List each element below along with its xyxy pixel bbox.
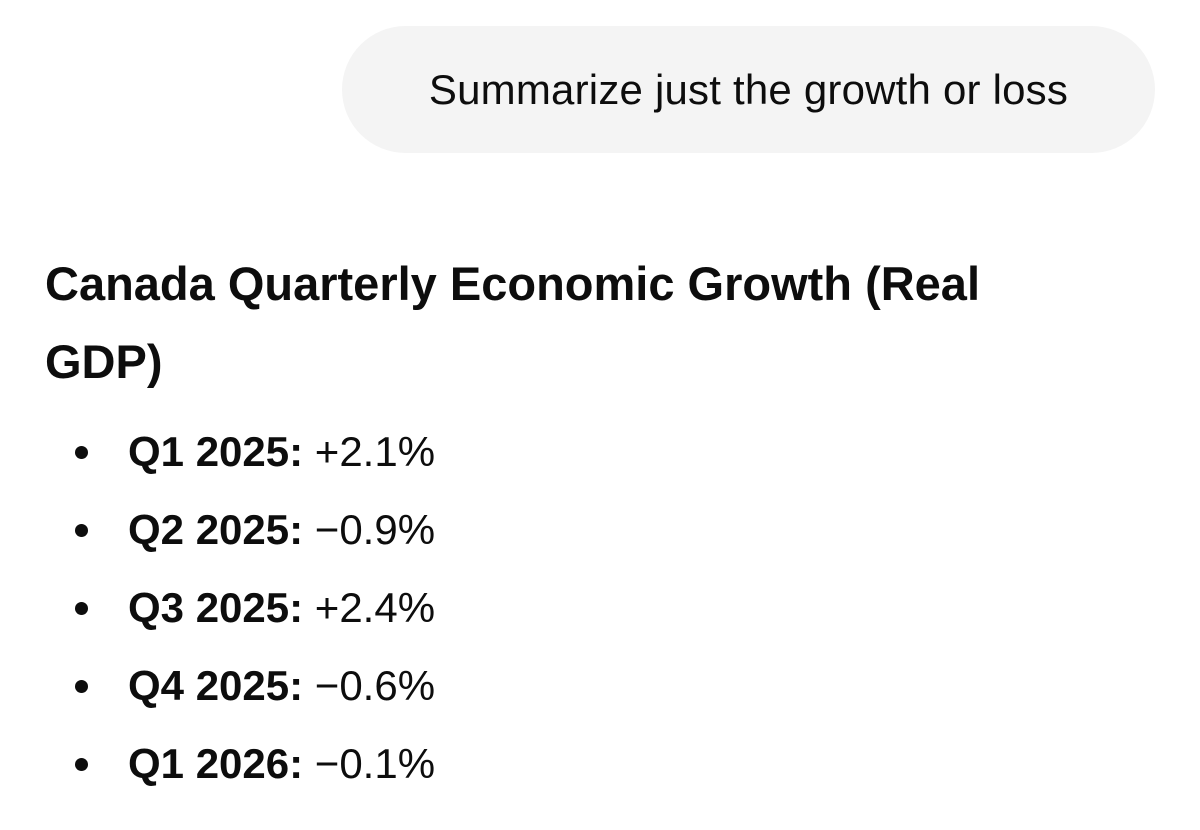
list-item: Q2 2025: −0.9%	[45, 491, 1155, 569]
bullet-icon	[75, 524, 88, 537]
quarter-label: Q2 2025:	[128, 506, 304, 553]
bullet-icon	[75, 602, 88, 615]
quarter-label: Q1 2026:	[128, 740, 304, 787]
bullet-icon	[75, 446, 88, 459]
user-message-bubble: Summarize just the growth or loss	[342, 26, 1155, 153]
bullet-icon	[75, 680, 88, 693]
assistant-response: Canada Quarterly Economic Growth (Real G…	[45, 245, 1155, 803]
list-item: Q4 2025: −0.6%	[45, 647, 1155, 725]
list-item: Q1 2026: −0.1%	[45, 725, 1155, 803]
growth-value: −0.1%	[303, 740, 436, 787]
bullet-icon	[75, 758, 88, 771]
quarter-label: Q1 2025:	[128, 428, 304, 475]
growth-value: −0.6%	[303, 662, 436, 709]
response-heading: Canada Quarterly Economic Growth (Real G…	[45, 257, 980, 388]
user-message-text: Summarize just the growth or loss	[428, 65, 1069, 113]
growth-list: Q1 2025: +2.1% Q2 2025: −0.9% Q3 2025: +…	[45, 413, 1155, 803]
growth-value: −0.9%	[303, 506, 436, 553]
list-item: Q3 2025: +2.4%	[45, 569, 1155, 647]
growth-value: +2.1%	[303, 428, 436, 475]
growth-value: +2.4%	[303, 584, 436, 631]
quarter-label: Q3 2025:	[128, 584, 304, 631]
quarter-label: Q4 2025:	[128, 662, 304, 709]
list-item: Q1 2025: +2.1%	[45, 413, 1155, 491]
